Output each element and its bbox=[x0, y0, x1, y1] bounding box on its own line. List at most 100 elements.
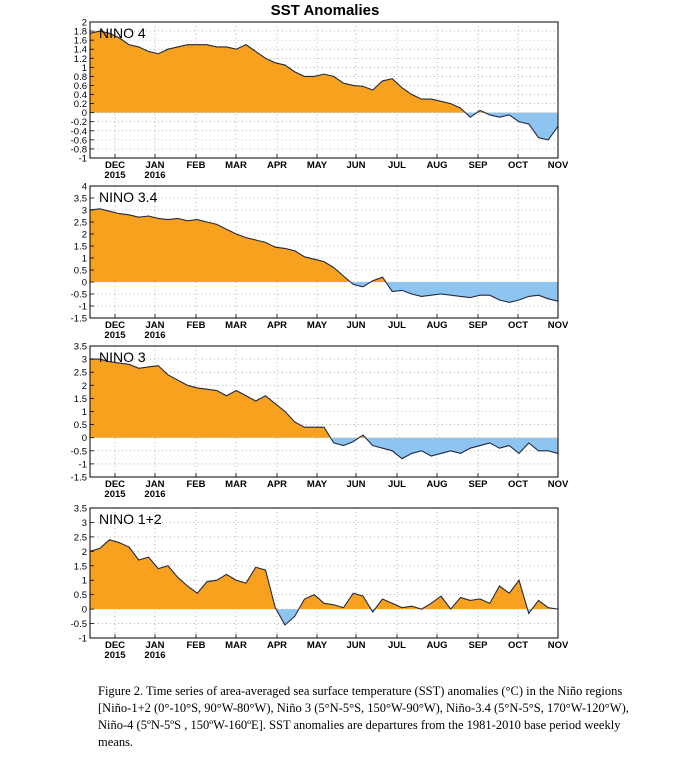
data-point bbox=[216, 224, 217, 225]
data-point bbox=[333, 267, 334, 268]
y-tick-label: 0 bbox=[82, 433, 87, 444]
month-label: NOV bbox=[548, 320, 569, 331]
data-point bbox=[197, 593, 198, 594]
series-line bbox=[89, 30, 559, 141]
data-point bbox=[538, 600, 539, 601]
data-point bbox=[479, 598, 480, 599]
data-point bbox=[450, 609, 451, 610]
data-point bbox=[177, 46, 178, 47]
data-point bbox=[343, 83, 344, 84]
data-point bbox=[421, 609, 422, 610]
data-point bbox=[167, 49, 168, 50]
data-point bbox=[109, 539, 110, 540]
data-point bbox=[236, 233, 237, 234]
month-label: FEB bbox=[187, 479, 206, 490]
figure-title: SST Anomalies bbox=[271, 2, 380, 19]
month-label: SEP bbox=[468, 320, 488, 331]
y-tick-label: 2 bbox=[82, 18, 87, 29]
month-label: JAN bbox=[145, 320, 164, 331]
data-point bbox=[138, 46, 139, 47]
data-point bbox=[382, 598, 383, 599]
data-point bbox=[353, 284, 354, 285]
data-point bbox=[518, 453, 519, 454]
positive-area bbox=[90, 539, 558, 610]
series-line bbox=[90, 358, 559, 460]
data-point bbox=[401, 87, 402, 88]
month-label: MAR bbox=[225, 320, 247, 331]
data-point bbox=[362, 434, 363, 435]
data-point bbox=[236, 580, 237, 581]
month-label: DEC bbox=[105, 160, 125, 171]
data-point bbox=[177, 218, 178, 219]
data-point bbox=[236, 49, 237, 50]
data-point bbox=[528, 296, 529, 297]
data-point bbox=[206, 389, 207, 390]
month-label: JUN bbox=[346, 160, 365, 171]
negative-area bbox=[90, 112, 558, 140]
data-point bbox=[460, 108, 461, 109]
data-point bbox=[138, 368, 139, 369]
y-tick-label: -0.4 bbox=[71, 126, 87, 137]
month-label: NOV bbox=[548, 160, 569, 171]
month-label: SEP bbox=[468, 479, 488, 490]
y-tick-label: 0.8 bbox=[74, 72, 87, 83]
data-point bbox=[294, 616, 295, 617]
y-tick-label: 1 bbox=[82, 407, 87, 418]
data-point bbox=[255, 51, 256, 52]
data-point bbox=[197, 219, 198, 220]
y-tick-label: 1.5 bbox=[74, 242, 87, 253]
data-point bbox=[109, 211, 110, 212]
data-point bbox=[382, 277, 383, 278]
positive-area bbox=[90, 208, 558, 282]
data-point bbox=[323, 603, 324, 604]
data-point bbox=[148, 215, 149, 216]
y-tick-label: 2.5 bbox=[74, 368, 87, 379]
data-point bbox=[284, 624, 285, 625]
month-label: FEB bbox=[187, 160, 206, 171]
y-tick-label: 0.6 bbox=[74, 81, 87, 92]
data-point bbox=[528, 123, 529, 124]
y-tick-label: -0.6 bbox=[71, 135, 87, 146]
month-label: JUL bbox=[388, 479, 406, 490]
month-label: APR bbox=[267, 640, 287, 651]
month-label: OCT bbox=[508, 640, 528, 651]
y-tick-label: 1.8 bbox=[74, 27, 87, 38]
month-label: FEB bbox=[187, 640, 206, 651]
month-label: AUG bbox=[426, 160, 447, 171]
y-tick-label: 3.5 bbox=[74, 194, 87, 205]
data-point bbox=[411, 293, 412, 294]
data-point bbox=[372, 445, 373, 446]
y-tick-label: 0 bbox=[82, 605, 87, 616]
data-point bbox=[158, 365, 159, 366]
data-point bbox=[509, 302, 510, 303]
month-label: JUN bbox=[346, 640, 365, 651]
data-point bbox=[304, 598, 305, 599]
data-point bbox=[138, 559, 139, 560]
data-point bbox=[323, 261, 324, 262]
data-point bbox=[392, 450, 393, 451]
data-point bbox=[343, 275, 344, 276]
data-point bbox=[518, 299, 519, 300]
month-label: OCT bbox=[508, 479, 528, 490]
data-point bbox=[158, 53, 159, 54]
y-tick-label: 1.5 bbox=[74, 561, 87, 572]
data-point bbox=[314, 76, 315, 77]
data-point bbox=[294, 250, 295, 251]
region-label: NINO 3 bbox=[99, 349, 146, 365]
data-point bbox=[255, 567, 256, 568]
y-tick-label: 1 bbox=[82, 254, 87, 265]
year-label: 2015 bbox=[104, 489, 126, 500]
data-point bbox=[470, 117, 471, 118]
data-point bbox=[382, 448, 383, 449]
data-point bbox=[401, 458, 402, 459]
data-point bbox=[265, 242, 266, 243]
data-point bbox=[304, 76, 305, 77]
y-tick-label: 2 bbox=[82, 381, 87, 392]
y-tick-label: -0.5 bbox=[71, 290, 87, 301]
panels-group: -1-0.8-0.6-0.4-0.200.20.40.60.811.21.41.… bbox=[71, 18, 569, 662]
y-tick-label: 1 bbox=[82, 576, 87, 587]
data-point bbox=[372, 89, 373, 90]
data-point bbox=[265, 570, 266, 571]
year-label: 2016 bbox=[144, 170, 165, 181]
negative-area bbox=[330, 437, 558, 459]
